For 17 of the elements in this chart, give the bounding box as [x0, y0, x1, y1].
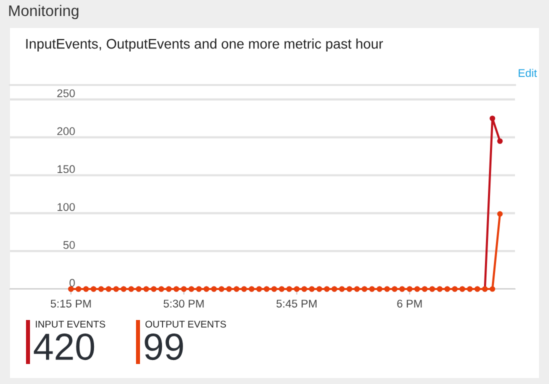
text: Edit [518, 68, 537, 77]
text: 420 [34, 334, 94, 360]
y-tick-label: 150 [58, 165, 75, 174]
x-tick-label: 5:30 PM [164, 300, 204, 308]
legend-label: OUTPUT EVENTS [145, 320, 226, 328]
chart-title: Monitoring [9, 4, 78, 20]
y-tick-label: 250 [57, 89, 75, 98]
y-tick-label: 0 [70, 278, 75, 287]
y-tick-label: 50 [63, 241, 75, 249]
y-tick-label: 100 [58, 203, 75, 211]
x-tick-label: 5:45 PM [276, 300, 317, 308]
chart-subtitle: InputEvents, OutputEvents and one more metric past hour [26, 38, 383, 52]
x-tick-label: 6 PM [397, 300, 422, 308]
x-tick-label: 5:15 PM [50, 300, 91, 308]
y-tick-label: 200 [57, 127, 75, 136]
text: 99 [144, 334, 183, 360]
legend-label: INPUT EVENTS [36, 320, 106, 328]
